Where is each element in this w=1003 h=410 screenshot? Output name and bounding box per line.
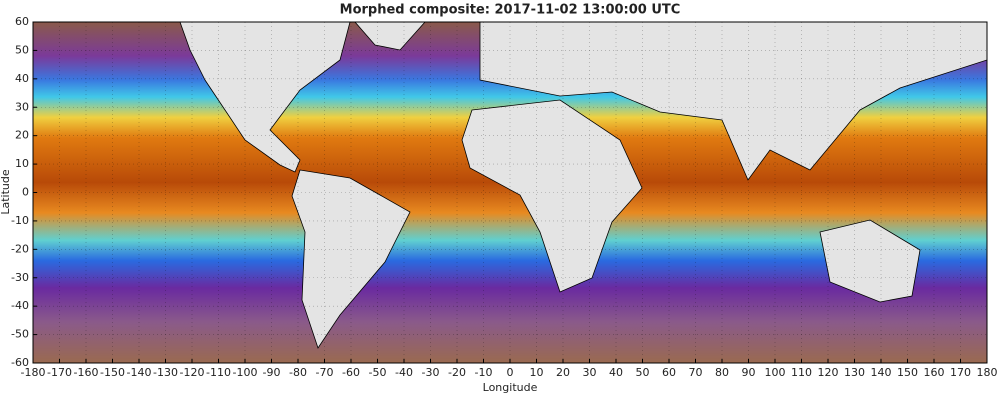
y-tick-label: -30 (11, 271, 29, 284)
x-tick-label: -120 (180, 366, 205, 379)
x-tick-label: 160 (924, 366, 945, 379)
x-tick-label: 90 (742, 366, 756, 379)
x-tick-label: -140 (127, 366, 152, 379)
x-tick-label: -10 (475, 366, 493, 379)
y-tick-label: 50 (15, 43, 29, 56)
x-tick-label: 0 (507, 366, 514, 379)
x-tick-label: -130 (153, 366, 178, 379)
x-tick-label: -100 (233, 366, 258, 379)
y-tick-label: 20 (15, 129, 29, 142)
y-tick-label: -10 (11, 214, 29, 227)
y-axis-label: Latitude (0, 169, 12, 215)
x-tick-label: 110 (791, 366, 812, 379)
x-tick-label: -50 (369, 366, 387, 379)
x-tick-label: 50 (636, 366, 650, 379)
x-tick-label: -180 (21, 366, 46, 379)
x-tick-label: 140 (871, 366, 892, 379)
y-tick-label: -20 (11, 242, 29, 255)
continents (179, 21, 988, 349)
x-tick-label: 60 (662, 366, 676, 379)
x-tick-label: -20 (448, 366, 466, 379)
australia (819, 219, 921, 303)
x-tick-label: -70 (316, 366, 334, 379)
south-america (291, 169, 411, 349)
x-tick-label: -60 (342, 366, 360, 379)
x-tick-label: 170 (950, 366, 971, 379)
x-tick-label: -90 (263, 366, 281, 379)
x-tick-label: 20 (556, 366, 570, 379)
y-tick-label: 30 (15, 100, 29, 113)
x-tick-label: -80 (289, 366, 307, 379)
x-tick-label: -150 (100, 366, 125, 379)
x-tick-label: 120 (818, 366, 839, 379)
x-axis-label: Longitude (483, 381, 538, 394)
africa (461, 99, 643, 293)
x-tick-label: 70 (689, 366, 703, 379)
y-tick-label: 60 (15, 15, 29, 28)
x-tick-label: 100 (765, 366, 786, 379)
y-tick-label: -40 (11, 299, 29, 312)
x-tick-label: 40 (609, 366, 623, 379)
x-tick-label: -110 (206, 366, 231, 379)
map-title: Morphed composite: 2017-11-02 13:00:00 U… (340, 3, 681, 18)
y-tick-label: 10 (15, 157, 29, 170)
y-tick-label: -50 (11, 328, 29, 341)
y-tick-label: -60 (11, 356, 29, 369)
x-tick-label: -40 (395, 366, 413, 379)
x-tick-label: -170 (47, 366, 72, 379)
x-tick-label: 10 (530, 366, 544, 379)
y-tick-label: 0 (22, 186, 29, 199)
eurasia (479, 21, 988, 181)
x-tick-label: -160 (74, 366, 99, 379)
x-tick-label: 180 (977, 366, 998, 379)
x-tick-label: 150 (897, 366, 918, 379)
x-tick-label: 80 (715, 366, 729, 379)
x-tick-label: -30 (422, 366, 440, 379)
north-america (179, 21, 351, 173)
x-tick-label: 30 (583, 366, 597, 379)
y-tick-label: 40 (15, 72, 29, 85)
x-tick-label: 130 (844, 366, 865, 379)
